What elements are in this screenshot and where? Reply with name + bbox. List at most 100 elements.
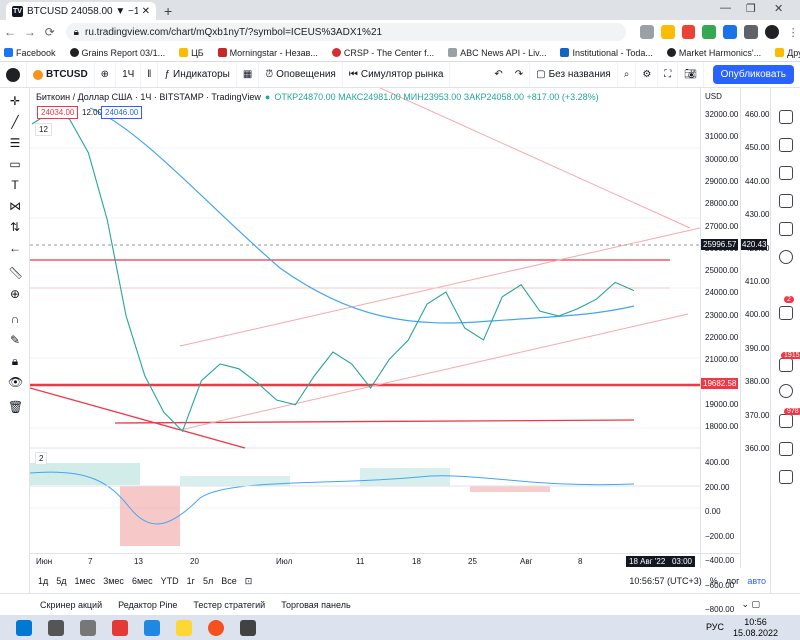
alerts-icon[interactable]: [779, 138, 793, 152]
other-bookmarks[interactable]: Другие закладки: [771, 48, 800, 58]
close-icon[interactable]: ✕: [141, 5, 150, 17]
log-toggle[interactable]: лог: [725, 576, 740, 586]
explorer-icon[interactable]: [144, 619, 160, 636]
indicators-button[interactable]: ƒ Индикаторы: [158, 62, 237, 87]
descending-line[interactable]: [379, 88, 691, 229]
share-icon[interactable]: [639, 25, 654, 39]
url-field[interactable]: 🔒︎ ru.tradingview.com/chart/mQxb1nyT/?sy…: [65, 23, 626, 41]
tf-3m[interactable]: 3мес: [103, 576, 124, 586]
window-close-icon[interactable]: ✕: [774, 3, 784, 15]
panel-screener[interactable]: Скринер акций: [40, 599, 103, 610]
indicators-toggle[interactable]: 12: [35, 123, 52, 136]
symbol-search[interactable]: BTCUSD: [27, 62, 95, 87]
macd-toggle[interactable]: 2: [35, 452, 48, 465]
crosshair-icon[interactable]: ✛: [9, 94, 21, 108]
minimize-icon[interactable]: —: [720, 2, 731, 14]
time-axis[interactable]: Июн 7 13 20 Июл 11 18 25 Авг 8 18 Авг '22 03:00: [30, 553, 740, 569]
maximize-icon[interactable]: ❐: [746, 3, 756, 15]
tf-all[interactable]: Все: [221, 576, 237, 586]
search-button[interactable]: ⌕: [618, 62, 637, 87]
panel-pine[interactable]: Редактор Pine: [118, 599, 178, 610]
chart-style-button[interactable]: ǁ: [141, 62, 159, 87]
fib-icon[interactable]: ☰: [9, 136, 21, 150]
bookmark-item[interactable]: ЦБ: [175, 48, 204, 58]
data-window-icon[interactable]: [779, 166, 793, 180]
templates-button[interactable]: ▦: [237, 62, 260, 87]
pattern-icon[interactable]: ⋈: [9, 199, 21, 213]
profile-avatar[interactable]: [765, 25, 780, 39]
magnet-icon[interactable]: ∩: [10, 312, 20, 326]
system-clock[interactable]: 10:56 15.08.2022: [732, 617, 778, 638]
channel-upper[interactable]: [179, 227, 700, 347]
redo-button[interactable]: ↷: [509, 62, 531, 87]
more-icon[interactable]: [779, 470, 793, 484]
bookmark-item[interactable]: Facebook: [0, 48, 56, 58]
tf-1y[interactable]: 1г: [186, 576, 195, 586]
panel-trading[interactable]: Торговая панель: [281, 599, 351, 610]
browser-tab[interactable]: TV BTCUSD 24058.00 ▼ −1.08% Без ✕: [6, 2, 156, 20]
tf-5y[interactable]: 5л: [202, 576, 214, 586]
text-icon[interactable]: T: [11, 178, 19, 192]
back-icon[interactable]: ←: [3, 25, 16, 39]
extension-blue-icon[interactable]: [723, 25, 738, 39]
hotlist-icon[interactable]: [779, 194, 793, 208]
price-axis[interactable]: USD 32000.00 31000.00 30000.00 29000.00 2800…: [700, 88, 740, 614]
undo-button[interactable]: ↶: [494, 69, 503, 80]
star-icon[interactable]: [660, 25, 675, 39]
snapshot-button[interactable]: 📷︎: [678, 62, 704, 87]
task-view-icon[interactable]: [80, 619, 96, 636]
publish-button[interactable]: Опубликовать: [712, 65, 794, 84]
tf-1d[interactable]: 1д: [38, 576, 49, 586]
windows-start-icon[interactable]: [16, 619, 32, 636]
utc-clock[interactable]: 10:56:57 (UTC+3): [629, 576, 702, 586]
panel-collapse-icon[interactable]: ⌄ ▢: [741, 599, 760, 609]
red-diag-down[interactable]: [30, 387, 246, 449]
chat-icon[interactable]: [779, 306, 793, 320]
alerts-button[interactable]: ⏰︎ Оповещения: [259, 62, 343, 87]
notifications-icon[interactable]: [779, 358, 793, 372]
bookmark-item[interactable]: Institutional - Toda...: [556, 48, 653, 58]
red-bottom-line[interactable]: [114, 419, 635, 424]
secondary-axis[interactable]: 460.00450.00440.00430.00420.00410.00400.…: [740, 88, 770, 568]
chrome-icon[interactable]: [208, 619, 224, 636]
user-avatar[interactable]: [0, 62, 27, 87]
bookmark-item[interactable]: CRSP - The Center f...: [328, 48, 434, 58]
puzzle-icon[interactable]: [744, 25, 759, 39]
tf-5d[interactable]: 5д: [56, 576, 67, 586]
watchlist-icon[interactable]: [779, 110, 793, 124]
trendline-icon[interactable]: ╱: [11, 115, 19, 129]
tf-6m[interactable]: 6мес: [131, 576, 153, 586]
forecast-icon[interactable]: ⇅: [9, 220, 21, 234]
compare-button[interactable]: ⊕: [95, 62, 117, 87]
legend-title[interactable]: Биткоин / Доллар США · 1Ч · BITSTAMP · T…: [36, 92, 261, 102]
bookmark-item[interactable]: Grains Report 03/1...: [66, 48, 165, 58]
new-tab-button[interactable]: +: [164, 3, 173, 19]
bookmark-item[interactable]: ABC News API - Liv...: [444, 48, 546, 58]
trash-icon[interactable]: 🗑︎: [8, 400, 24, 414]
interval-button[interactable]: 1Ч: [116, 62, 142, 87]
shapes-icon[interactable]: ▭: [9, 157, 21, 171]
bookmark-item[interactable]: Morningstar - Незав...: [214, 48, 318, 58]
extension-red-icon[interactable]: [681, 25, 696, 39]
extension-green-icon[interactable]: [702, 25, 717, 39]
tf-ytd[interactable]: YTD: [160, 576, 179, 586]
replay-button[interactable]: ⏮︎ Симулятор рынка: [343, 62, 451, 87]
price-chart[interactable]: [30, 88, 700, 568]
channel-lower[interactable]: [179, 313, 689, 431]
panel-tester[interactable]: Тестер стратегий: [193, 599, 266, 610]
calendar-icon[interactable]: [779, 222, 793, 236]
folder-icon[interactable]: [176, 619, 192, 636]
menu-dots-icon[interactable]: ⋮: [786, 25, 800, 39]
layout-button[interactable]: ▢ Без названия: [530, 62, 618, 87]
forward-icon[interactable]: →: [23, 25, 36, 39]
reload-icon[interactable]: ⟳: [44, 25, 55, 39]
pencil-lock-icon[interactable]: ✎: [9, 333, 21, 347]
app-icon[interactable]: [112, 619, 128, 636]
ask-price[interactable]: 24046.00: [101, 106, 143, 119]
settings-button[interactable]: ⚙: [636, 62, 659, 87]
search-icon[interactable]: [48, 619, 64, 636]
fullscreen-button[interactable]: ⛶: [658, 62, 679, 87]
zoom-icon[interactable]: ⊕: [9, 287, 21, 301]
bookmark-item[interactable]: Market Harmonics'...: [663, 48, 761, 58]
back-arrow-icon[interactable]: ←: [9, 241, 21, 255]
